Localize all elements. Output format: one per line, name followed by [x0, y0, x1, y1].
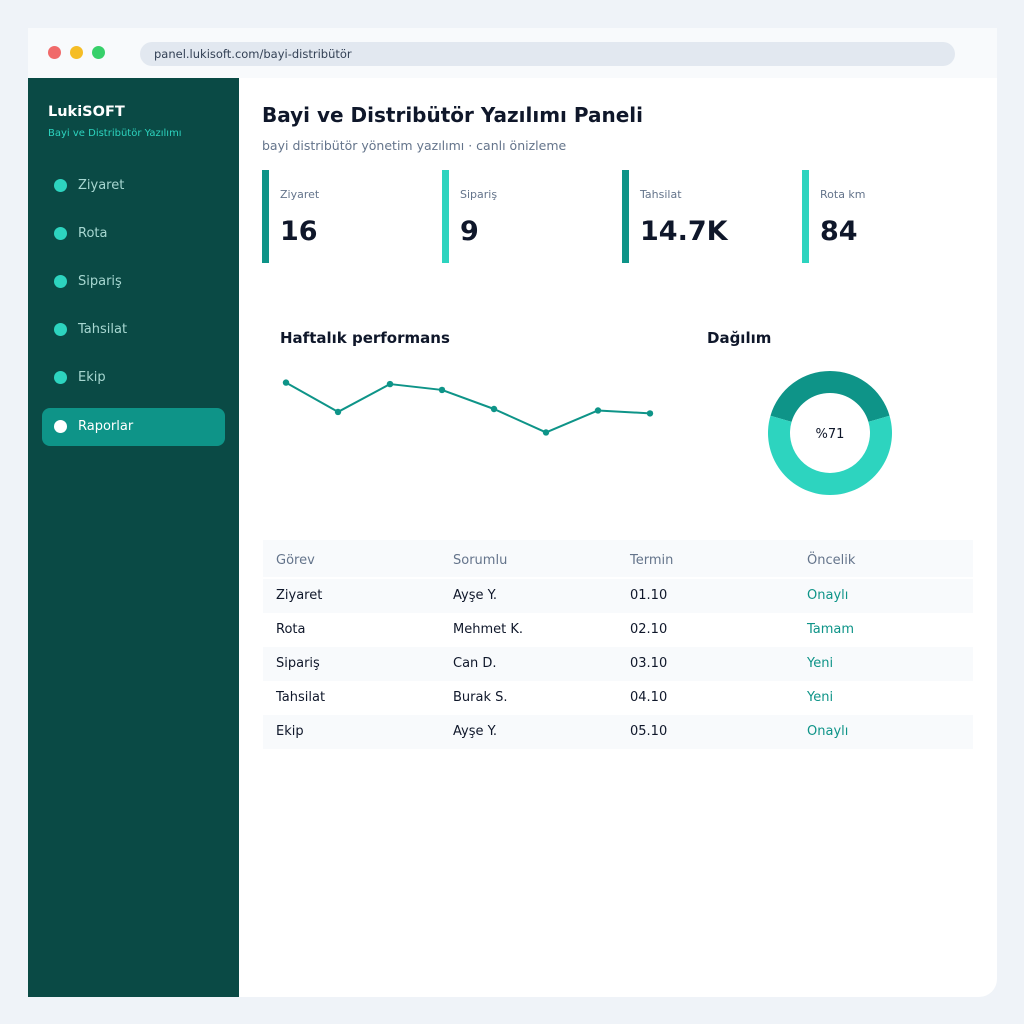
data-point[interactable]	[438, 386, 446, 394]
weekly-line-chart	[282, 379, 654, 436]
kpi-value: 16	[280, 216, 318, 247]
cell-oncelik: Yeni	[807, 690, 834, 705]
brand-logo: LukiSOFT	[48, 104, 125, 120]
column-header-oncelik: Öncelik	[807, 553, 856, 568]
data-point[interactable]	[490, 405, 498, 413]
cell-termin: 02.10	[630, 622, 668, 637]
series-line	[285, 381, 651, 434]
cell-gorev: Tahsilat	[276, 690, 326, 705]
sidebar-item-rota[interactable]: Rota	[42, 215, 225, 253]
main-content: Bayi ve Distribütör Yazılımı Paneli bayi…	[239, 78, 997, 997]
nav-dot-icon	[54, 227, 67, 240]
cell-termin: 04.10	[630, 690, 668, 705]
kpi-accent-bar	[622, 170, 629, 263]
kpi-label: Ziyaret	[280, 188, 320, 201]
sidebar-item-ekip[interactable]: Ekip	[42, 359, 225, 397]
cell-oncelik: Onaylı	[807, 588, 849, 603]
browser-window: panel.lukisoft.com/bayi-distribütör Luki…	[28, 28, 997, 997]
kpi-label: Rota km	[820, 188, 866, 201]
column-header-sorumlu: Sorumlu	[453, 553, 508, 568]
table-row[interactable]: Ziyaret Ayşe Y. 01.10 Onaylı	[263, 579, 973, 613]
cell-termin: 05.10	[630, 724, 668, 739]
table-row[interactable]: Sipariş Can D. 03.10 Yeni	[263, 647, 973, 681]
cell-sorumlu: Can D.	[453, 656, 497, 671]
cell-oncelik: Onaylı	[807, 724, 849, 739]
kpi-accent-bar	[262, 170, 269, 263]
donut-slice[interactable]	[768, 415, 892, 495]
page-title: Bayi ve Distribütör Yazılımı Paneli	[262, 103, 644, 127]
cell-gorev: Ekip	[276, 724, 304, 739]
address-bar-url: panel.lukisoft.com/bayi-distribütör	[154, 47, 352, 61]
data-point[interactable]	[646, 410, 654, 417]
kpi-value: 84	[820, 216, 858, 247]
cell-termin: 03.10	[630, 656, 668, 671]
data-point[interactable]	[542, 429, 550, 436]
data-point[interactable]	[386, 380, 394, 388]
sidebar: LukiSOFT Bayi ve Distribütör Yazılımı Zi…	[28, 78, 239, 997]
nav-dot-icon	[54, 371, 67, 384]
kpi-card-tahsilat: Tahsilat 14.7K	[622, 170, 792, 263]
cell-gorev: Sipariş	[276, 656, 320, 671]
cell-gorev: Rota	[276, 622, 306, 637]
brand-subtitle: Bayi ve Distribütör Yazılımı	[48, 128, 182, 139]
cell-sorumlu: Ayşe Y.	[453, 588, 498, 603]
cell-sorumlu: Ayşe Y.	[453, 724, 498, 739]
sidebar-item-label: Tahsilat	[78, 322, 128, 337]
sidebar-item-tahsilat[interactable]: Tahsilat	[42, 311, 225, 349]
sidebar-item-siparis[interactable]: Sipariş	[42, 263, 225, 301]
column-header-gorev: Görev	[276, 553, 315, 568]
sidebar-item-ziyaret[interactable]: Ziyaret	[42, 167, 225, 205]
cell-termin: 01.10	[630, 588, 668, 603]
weekly-chart-title: Haftalık performans	[280, 329, 450, 347]
kpi-card-siparis: Sipariş 9	[442, 170, 612, 263]
maximize-window-button[interactable]	[92, 46, 105, 59]
sidebar-item-raporlar[interactable]: Raporlar	[42, 408, 225, 446]
address-bar[interactable]: panel.lukisoft.com/bayi-distribütör	[140, 42, 955, 66]
nav-dot-icon	[54, 420, 67, 433]
browser-titlebar: panel.lukisoft.com/bayi-distribütör	[28, 28, 997, 78]
distribution-chart-title: Dağılım	[707, 329, 772, 347]
cell-sorumlu: Burak S.	[453, 690, 508, 705]
data-point[interactable]	[282, 379, 290, 386]
nav-dot-icon	[54, 323, 67, 336]
data-point[interactable]	[334, 408, 342, 416]
donut-slice[interactable]	[770, 370, 890, 422]
kpi-label: Tahsilat	[640, 188, 682, 201]
kpi-card-ziyaret: Ziyaret 16	[262, 170, 432, 263]
page-subtitle: bayi distribütör yönetim yazılımı · canl…	[262, 138, 567, 153]
nav-dot-icon	[54, 179, 67, 192]
sidebar-item-label: Rota	[78, 226, 108, 241]
kpi-label: Sipariş	[460, 188, 498, 201]
table-row[interactable]: Ekip Ayşe Y. 05.10 Onaylı	[263, 715, 973, 749]
kpi-card-rota-km: Rota km 84	[802, 170, 972, 263]
sidebar-item-label: Sipariş	[78, 274, 122, 289]
table-row[interactable]: Tahsilat Burak S. 04.10 Yeni	[263, 681, 973, 715]
donut-center-label: %71	[816, 427, 845, 442]
minimize-window-button[interactable]	[70, 46, 83, 59]
cell-oncelik: Tamam	[807, 622, 855, 637]
kpi-value: 14.7K	[640, 216, 728, 247]
kpi-accent-bar	[802, 170, 809, 263]
nav-dot-icon	[54, 275, 67, 288]
close-window-button[interactable]	[48, 46, 61, 59]
cell-sorumlu: Mehmet K.	[453, 622, 524, 637]
task-table: Görev Sorumlu Termin Öncelik Ziyaret Ayş…	[263, 540, 973, 749]
distribution-donut-chart: %71	[768, 370, 892, 495]
table-header-row: Görev Sorumlu Termin Öncelik	[263, 540, 973, 577]
cell-gorev: Ziyaret	[276, 588, 323, 603]
cell-oncelik: Yeni	[807, 656, 834, 671]
sidebar-item-label: Ekip	[78, 370, 106, 385]
table-row[interactable]: Rota Mehmet K. 02.10 Tamam	[263, 613, 973, 647]
sidebar-item-label: Ziyaret	[78, 178, 125, 193]
kpi-accent-bar	[442, 170, 449, 263]
column-header-termin: Termin	[630, 553, 674, 568]
data-point[interactable]	[594, 407, 602, 414]
kpi-value: 9	[460, 216, 479, 247]
sidebar-item-label: Raporlar	[78, 419, 134, 434]
